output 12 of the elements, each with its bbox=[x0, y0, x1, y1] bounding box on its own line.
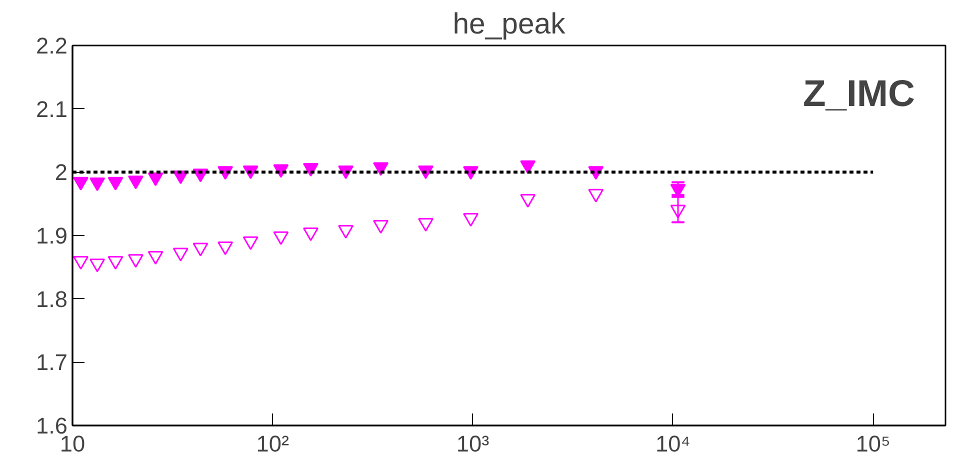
chart-title: he_peak bbox=[452, 8, 566, 40]
x-tick-label: 10⁵ bbox=[856, 430, 890, 456]
y-tick-label: 2.1 bbox=[36, 96, 68, 122]
y-tick-label: 2 bbox=[54, 159, 68, 186]
x-tick-label: 10³ bbox=[456, 430, 490, 456]
y-tick-label: 1.7 bbox=[36, 349, 68, 376]
y-tick-label: 2.2 bbox=[36, 32, 68, 58]
x-tick-label: 10⁴ bbox=[655, 430, 690, 456]
x-tick-label: 10² bbox=[256, 430, 290, 456]
y-tick-label: 1.8 bbox=[36, 286, 68, 312]
annotation: Z_IMC bbox=[802, 72, 915, 114]
y-tick-label: 1.9 bbox=[36, 222, 68, 248]
